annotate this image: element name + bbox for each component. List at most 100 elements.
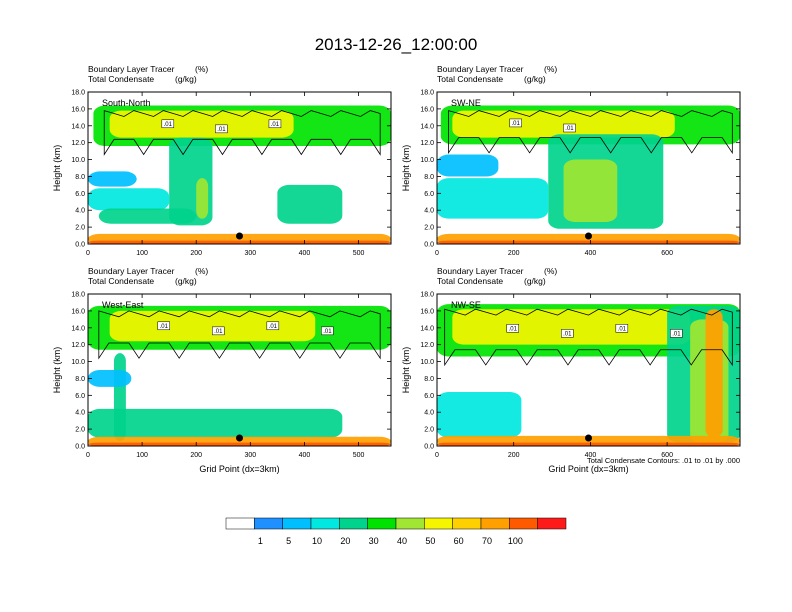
tracer-region <box>705 309 723 438</box>
y-tick-label: 8.0 <box>75 174 85 181</box>
colorbar: 1 5 10 20 30 40 50 60 70 100 <box>225 517 567 546</box>
cross-section-label: NW-SE <box>451 300 481 310</box>
contour-label-box <box>615 324 629 333</box>
plot-frame <box>87 91 392 245</box>
tracer-field <box>437 304 740 446</box>
y-tick-label: 0.0 <box>75 444 85 451</box>
colorbar-label: 30 <box>369 536 379 546</box>
colorbar-label: 5 <box>286 536 291 546</box>
tracer-region <box>437 154 499 177</box>
location-marker <box>585 232 592 240</box>
y-tick-label: 6.0 <box>424 393 434 400</box>
contour-line <box>103 110 381 156</box>
tracer-region <box>196 178 209 219</box>
contour-label-box <box>670 329 683 338</box>
colorbar-swatch <box>452 517 482 530</box>
tracer-region <box>437 442 740 446</box>
location-marker <box>585 434 592 442</box>
y-tick-label: 8.0 <box>75 376 85 383</box>
panel-subtitle-unit: (g/kg) <box>524 74 546 84</box>
x-tick-label: 0 <box>435 452 439 459</box>
cross-section-label: South-North <box>102 98 151 108</box>
y-tick-label: 0.0 <box>424 242 434 249</box>
panel-subtitle-unit: (g/kg) <box>524 276 546 286</box>
location-marker <box>236 434 243 442</box>
tracer-region <box>88 188 170 211</box>
colorbar-swatch <box>424 517 453 530</box>
colorbar-label: 20 <box>340 536 350 546</box>
colorbar-label: 100 <box>508 536 523 546</box>
contour-label-box <box>506 324 519 333</box>
panel-south-north: Boundary Layer Tracer (%) Total Condensate… <box>52 64 392 257</box>
x-tick-label: 600 <box>661 452 673 459</box>
contour-label-box <box>161 119 175 129</box>
colorbar-label: 1 <box>258 536 263 546</box>
panel-title-unit: (%) <box>544 266 557 276</box>
y-tick-label: 2.0 <box>75 427 85 434</box>
tracer-region <box>109 110 294 138</box>
y-tick-label: 14.0 <box>420 123 434 130</box>
x-tick-label: 400 <box>299 250 311 257</box>
x-tick-label: 200 <box>508 250 520 257</box>
tracer-region <box>109 310 316 342</box>
tracer-field <box>88 105 391 244</box>
panel-west-east: Boundary Layer Tracer (%) Total Condensate… <box>52 266 392 474</box>
x-tick-label: 200 <box>508 452 520 459</box>
y-tick-label: 4.0 <box>75 410 85 417</box>
x-tick-label: 200 <box>190 452 202 459</box>
y-tick-label: 6.0 <box>424 191 434 198</box>
panel-nw-se: Boundary Layer Tracer (%) Total Condensate… <box>401 266 741 474</box>
cross-section-label: SW-NE <box>451 98 481 108</box>
contour-line <box>98 310 381 360</box>
tracer-region <box>437 240 740 244</box>
y-tick-label: 14.0 <box>71 123 85 130</box>
panel-title-left: Boundary Layer Tracer <box>437 266 524 276</box>
y-tick-label: 16.0 <box>71 308 85 315</box>
x-tick-label: 0 <box>86 250 90 257</box>
y-tick-label: 18.0 <box>71 90 85 97</box>
contour-label: .01 <box>271 122 280 128</box>
colorbar-swatch <box>310 517 340 530</box>
y-tick-label: 14.0 <box>420 325 434 332</box>
tracer-region <box>437 178 549 219</box>
colorbar-swatch <box>480 517 510 530</box>
panels: Boundary Layer Tracer (%) Total Condensate… <box>52 64 741 474</box>
y-tick-label: 6.0 <box>75 191 85 198</box>
colorbar-swatch <box>395 517 425 530</box>
x-axis-label: Grid Point (dx=3km) <box>548 464 628 474</box>
panel-subtitle-left: Total Condensate <box>88 74 154 84</box>
colorbar-label: 50 <box>425 536 435 546</box>
contour-line <box>448 110 733 155</box>
tracer-region <box>88 442 391 446</box>
x-tick-label: 100 <box>136 452 148 459</box>
tracer-region <box>452 309 691 345</box>
contour-label: .01 <box>323 329 332 335</box>
panel-title-left: Boundary Layer Tracer <box>437 64 524 74</box>
panel-title-unit: (%) <box>544 64 557 74</box>
y-tick-label: 4.0 <box>424 410 434 417</box>
x-tick-label: 400 <box>299 452 311 459</box>
y-tick-label: 12.0 <box>71 140 85 147</box>
y-tick-label: 18.0 <box>420 292 434 299</box>
y-tick-label: 12.0 <box>71 342 85 349</box>
contour-label: .01 <box>164 122 173 128</box>
contour-label: .01 <box>618 326 627 332</box>
y-tick-label: 4.0 <box>75 208 85 215</box>
tracer-region <box>88 408 343 438</box>
contour-label-box <box>215 124 228 134</box>
tracer-region <box>277 184 343 224</box>
figure-title: 2013-12-26_12:00:00 <box>315 35 478 54</box>
contour-label: .01 <box>565 126 574 132</box>
panel-title-unit: (%) <box>195 266 208 276</box>
y-tick-label: 10.0 <box>71 359 85 366</box>
colorbar-swatch <box>367 517 397 530</box>
y-tick-label: 2.0 <box>424 225 434 232</box>
y-tick-label: 14.0 <box>71 325 85 332</box>
tracer-region <box>88 171 137 187</box>
x-axis-label: Grid Point (dx=3km) <box>199 464 279 474</box>
contour-note: Total Condensate Contours: .01 to .01 by… <box>587 456 740 465</box>
y-tick-label: 0.0 <box>424 444 434 451</box>
contour-label: .01 <box>672 331 681 337</box>
x-tick-label: 500 <box>353 452 365 459</box>
colorbar-swatch <box>339 517 368 530</box>
